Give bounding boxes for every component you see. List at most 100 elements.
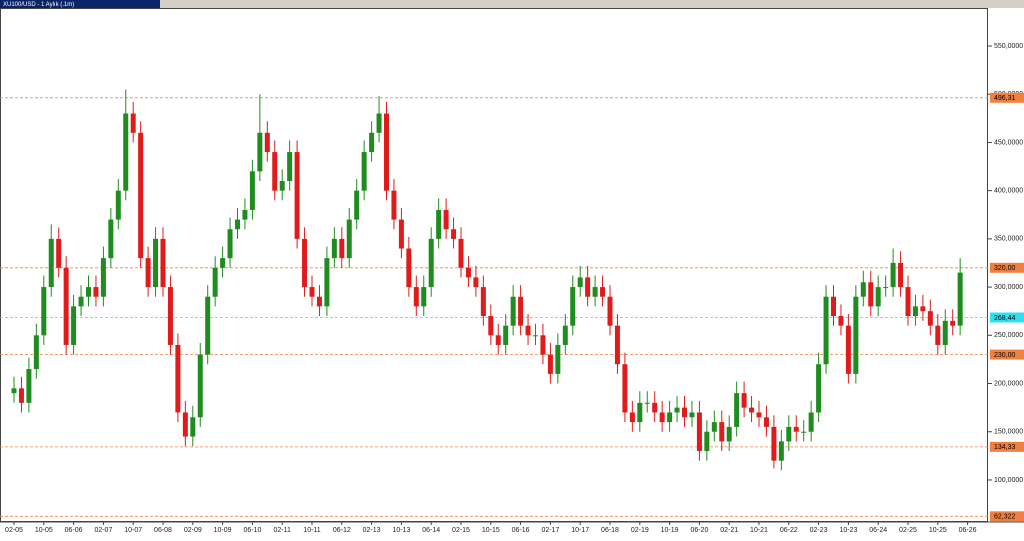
candle-body [309, 287, 315, 297]
x-tick-label: 10-17 [571, 527, 589, 534]
candle-body [197, 354, 203, 418]
x-tick-label: 06-18 [601, 527, 619, 534]
candle-body [190, 417, 196, 437]
candle-body [920, 306, 926, 312]
candle-body [637, 402, 643, 423]
level-label: 62,322 [994, 514, 1016, 521]
candle-body [115, 190, 121, 220]
level-label-box [990, 92, 1024, 103]
candle-body [33, 335, 39, 370]
candle-body [741, 393, 747, 408]
level-label-box [990, 262, 1024, 273]
candle-body [443, 209, 449, 230]
candle-body [324, 258, 330, 307]
candle-body [413, 287, 419, 307]
x-tick-label: 06-08 [154, 527, 172, 534]
candle-body [398, 219, 404, 249]
y-tick-label: 150,0000 [994, 429, 1023, 436]
candle-body [428, 238, 434, 288]
candle-body [473, 277, 479, 288]
candle-body [302, 238, 308, 288]
candle-body [488, 316, 494, 336]
x-tick-label: 10-07 [124, 527, 142, 534]
x-tick-label: 06-14 [422, 527, 440, 534]
x-tick-label: 02-09 [184, 527, 202, 534]
candle-body [935, 325, 941, 345]
candle-body [600, 287, 606, 297]
candle-body [525, 325, 531, 336]
candle-body [361, 152, 367, 191]
candle-body [890, 262, 896, 288]
candle-body [652, 402, 658, 413]
candle-body [18, 388, 24, 403]
chart-title: XU100/USD - 1 Aylık (.1m) [3, 2, 74, 8]
candle-body [227, 229, 233, 259]
candle-body [816, 364, 822, 413]
candle-body [577, 277, 583, 288]
candle-body [93, 287, 99, 297]
candle-body [667, 412, 673, 423]
candle-body [898, 262, 904, 288]
candle-body [696, 412, 702, 452]
candle-body [78, 296, 84, 307]
candle-body [883, 287, 889, 289]
candle-body [570, 287, 576, 326]
x-tick-label: 02-11 [274, 527, 291, 534]
candle-body [518, 296, 524, 326]
x-tick-label: 06-22 [780, 527, 798, 534]
candle-body [808, 412, 814, 432]
candle-body [711, 422, 717, 432]
level-label: 134,33 [994, 444, 1016, 451]
candle-body [242, 209, 248, 220]
x-tick-label: 02-23 [810, 527, 828, 534]
x-tick-label: 10-23 [839, 527, 857, 534]
y-tick-label: 250,0000 [994, 332, 1023, 339]
candle-body [339, 238, 345, 259]
y-tick-label: 550,0000 [994, 43, 1023, 50]
candle-body [123, 113, 129, 191]
candle-body [130, 113, 136, 133]
candle-body [629, 412, 635, 423]
title-bar [0, 0, 160, 8]
candle-body [294, 152, 300, 239]
candle-body [384, 113, 389, 191]
candle-body [421, 287, 427, 307]
candle-body [376, 113, 382, 133]
candle-body [480, 287, 486, 317]
candle-body [786, 426, 792, 442]
candle-body [547, 354, 553, 374]
candle-body [264, 132, 270, 153]
candle-body [354, 190, 360, 220]
candle-body [950, 320, 956, 326]
y-tick-label: 200,0000 [994, 380, 1023, 387]
candle-body [71, 306, 77, 345]
candle-body [331, 238, 337, 259]
candle-body [212, 267, 218, 297]
level-label: 496,31 [994, 95, 1016, 102]
candle-body [160, 238, 166, 288]
x-tick-label: 06-12 [333, 527, 351, 534]
x-tick-label: 06-24 [869, 527, 887, 534]
candle-body [607, 296, 613, 326]
x-tick-label: 02-07 [94, 527, 112, 534]
candle-body [316, 296, 322, 307]
candle-body [145, 258, 151, 288]
candle-body [689, 412, 695, 418]
x-tick-label: 10-05 [35, 527, 53, 534]
candle-body [272, 152, 278, 191]
x-tick-label: 10-21 [750, 527, 768, 534]
candle-body [763, 417, 769, 427]
candle-body [436, 209, 442, 239]
level-label-box [990, 349, 1024, 360]
candle-body [100, 258, 106, 297]
candle-body [704, 431, 710, 452]
candle-body [942, 320, 948, 345]
x-tick-label: 06-10 [243, 527, 261, 534]
candle-body [860, 282, 866, 297]
candle-body [182, 412, 188, 437]
y-tick-label: 350,0000 [994, 236, 1023, 243]
candle-body [533, 335, 538, 337]
x-tick-label: 10-15 [482, 527, 500, 534]
candle-body [153, 238, 159, 288]
